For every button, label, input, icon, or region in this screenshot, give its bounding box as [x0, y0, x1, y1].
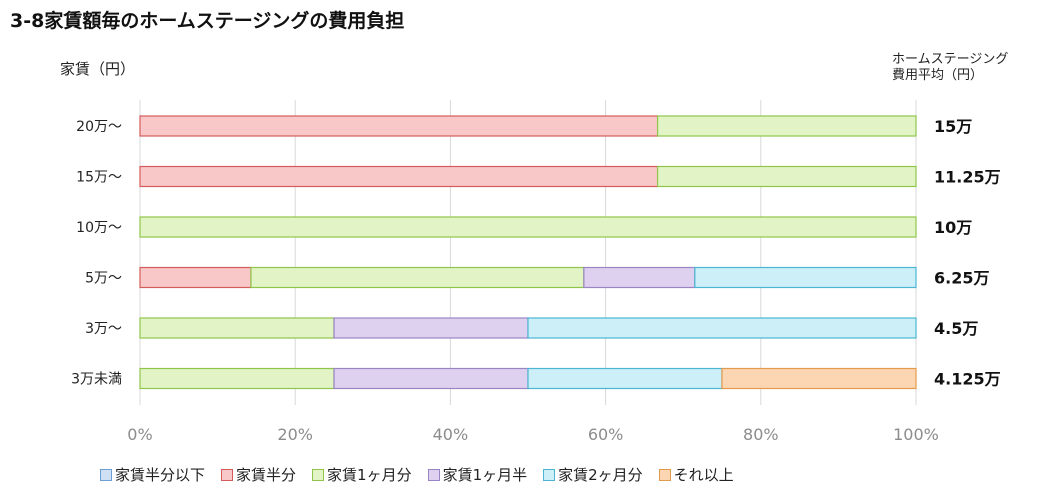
bar-segment: [721, 367, 917, 390]
average-cost-header-line2: 費用平均（円）: [892, 68, 984, 83]
x-tick-label: 60%: [588, 425, 624, 444]
legend-label: それ以上: [673, 466, 734, 484]
legend-item: 家賃半分: [221, 464, 296, 485]
legend-swatch: [312, 469, 325, 481]
legend-item: 家賃1ヶ月半: [427, 464, 528, 485]
bar-segment: [139, 317, 335, 339]
y-tick-label: 5万～: [85, 271, 122, 287]
bar-segment: [527, 367, 723, 390]
bar-segment: [656, 115, 917, 137]
bar-segment: [694, 266, 917, 289]
bar-segment: [139, 367, 335, 390]
bar-segment: [139, 165, 659, 188]
bar-segment: [333, 317, 529, 339]
average-cost-label: 6.25万: [934, 269, 989, 288]
legend-label: 家賃半分以下: [115, 466, 206, 484]
x-tick-label: 20%: [277, 425, 313, 444]
legend-swatch: [100, 469, 112, 481]
y-tick-label: 3万～: [85, 321, 122, 337]
chart-legend: 家賃半分以下 家賃半分 家賃1ヶ月分 家賃1ヶ月半 家賃2ヶ月分 それ以上: [100, 464, 750, 485]
x-tick-label: 80%: [743, 425, 779, 444]
legend-item: 家賃2ヶ月分: [543, 464, 643, 485]
legend-swatch: [658, 469, 671, 481]
bar-segment: [139, 216, 917, 238]
legend-swatch: [543, 469, 556, 481]
y-tick-label: 10万～: [76, 220, 122, 236]
legend-label: 家賃2ヶ月分: [558, 466, 643, 484]
bar-segment: [139, 266, 252, 289]
legend-item: 家賃1ヶ月分: [312, 464, 412, 485]
x-tick-label: 40%: [433, 425, 469, 444]
x-tick-label: 100%: [893, 425, 939, 444]
y-tick-label: 15万～: [76, 170, 122, 186]
x-tick-label: 0%: [127, 425, 152, 444]
legend-label: 家賃1ヶ月分: [327, 466, 412, 484]
y-tick-label: 3万未満: [71, 372, 122, 388]
y-axis-label: 家賃（円）: [60, 60, 136, 78]
legend-label: 家賃半分: [236, 466, 297, 484]
average-cost-label: 11.25万: [934, 168, 1001, 187]
bar-segment: [583, 266, 696, 289]
y-tick-label: 20万～: [76, 119, 122, 135]
average-cost-label: 4.5万: [934, 319, 978, 338]
legend-item: 家賃半分以下: [100, 464, 205, 485]
bar-segment: [250, 266, 585, 289]
average-cost-header-line1: ホームステージング: [892, 52, 1009, 67]
bar-segment: [527, 317, 917, 339]
average-cost-label: 10万: [934, 218, 972, 237]
bar-segment: [139, 115, 659, 137]
average-cost-label: 4.125万: [934, 370, 1001, 389]
legend-swatch: [221, 469, 234, 481]
bar-segment: [333, 367, 529, 390]
average-cost-label: 15万: [934, 117, 972, 136]
legend-label: 家賃1ヶ月半: [442, 466, 528, 484]
average-cost-header: ホームステージング 費用平均（円）: [892, 52, 1008, 84]
legend-swatch: [427, 469, 440, 481]
bar-segment: [656, 165, 917, 188]
legend-item: それ以上: [658, 464, 734, 485]
chart-title: 3-8家賃額毎のホームステージングの費用負担: [10, 10, 405, 32]
